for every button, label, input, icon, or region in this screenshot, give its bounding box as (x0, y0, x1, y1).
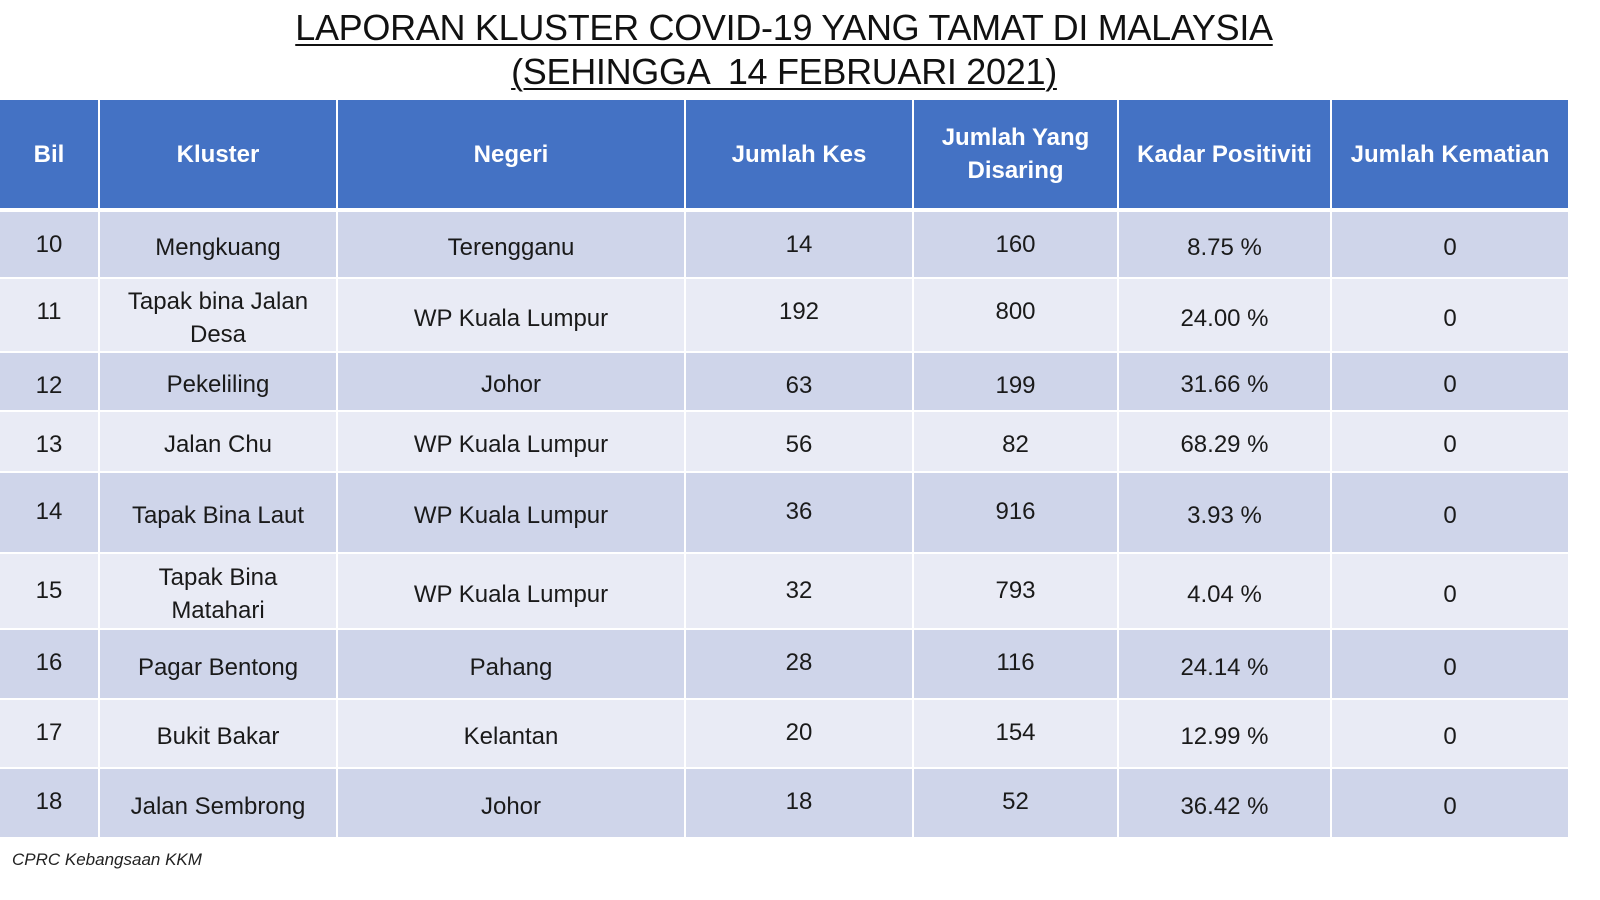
header-jumlah-kematian: Jumlah Kematian (1331, 100, 1568, 212)
cell-bil: 15 (0, 553, 100, 630)
cell-kadar-positiviti: 24.14 % (1118, 629, 1332, 700)
cell-kadar-positiviti: 8.75 % (1118, 210, 1332, 279)
header-jumlah-disaring-line-2: Disaring (967, 157, 1064, 184)
cell-bil: 12 (0, 352, 100, 412)
cell-jumlah-disaring: 82 (913, 411, 1119, 473)
cell-kluster: Pagar Bentong (99, 629, 338, 700)
cell-jumlah-disaring: 793 (913, 553, 1119, 630)
cell-negeri: Johor (337, 352, 686, 412)
report-title-line-2: (SEHINGGA 14 FEBRUARI 2021) (511, 51, 1057, 92)
header-jumlah-kes: Jumlah Kes (685, 100, 914, 212)
header-jumlah-disaring-line-1: Jumlah Yang (941, 124, 1090, 151)
cell-kadar-positiviti: 24.00 % (1118, 278, 1332, 353)
table-row: 18 Jalan Sembrong Johor 18 52 36.42 % 0 (0, 768, 1568, 839)
cell-kadar-positiviti: 12.99 % (1118, 699, 1332, 769)
cell-jumlah-kes: 63 (685, 352, 914, 412)
cell-kadar-positiviti: 4.04 % (1118, 553, 1332, 630)
cell-bil: 18 (0, 768, 100, 839)
cell-jumlah-kes: 14 (685, 210, 914, 279)
cell-jumlah-kematian: 0 (1331, 768, 1568, 839)
cell-jumlah-kes: 192 (685, 278, 914, 353)
header-bil: Bil (0, 100, 100, 212)
cell-kluster: Tapak Bina Laut (99, 472, 338, 554)
cell-kluster: Jalan Chu (99, 411, 338, 473)
cell-jumlah-disaring: 916 (913, 472, 1119, 554)
source-footer: CPRC Kebangsaan KKM (12, 850, 202, 869)
cell-bil: 17 (0, 699, 100, 769)
cell-kluster: Jalan Sembrong (99, 768, 338, 839)
cell-jumlah-kematian: 0 (1331, 210, 1568, 279)
cell-jumlah-kes: 20 (685, 699, 914, 769)
cell-jumlah-disaring: 199 (913, 352, 1119, 412)
cell-jumlah-disaring: 116 (913, 629, 1119, 700)
cell-kluster: Pekeliling (99, 352, 338, 412)
cell-kluster: Mengkuang (99, 210, 338, 279)
cell-jumlah-kes: 32 (685, 553, 914, 630)
header-negeri: Negeri (337, 100, 686, 212)
header-kadar-positiviti: Kadar Positiviti (1118, 100, 1332, 212)
cell-kadar-positiviti: 31.66 % (1118, 352, 1332, 412)
table-row: 12 Pekeliling Johor 63 199 31.66 % 0 (0, 352, 1568, 412)
cell-kluster: Bukit Bakar (99, 699, 338, 769)
cell-bil: 16 (0, 629, 100, 700)
cell-kluster: Tapak Bina Matahari (99, 553, 338, 630)
report-title: LAPORAN KLUSTER COVID-19 YANG TAMAT DI M… (0, 6, 1568, 94)
table-row: 17 Bukit Bakar Kelantan 20 154 12.99 % 0 (0, 699, 1568, 769)
cell-bil: 11 (0, 278, 100, 353)
cell-negeri: Kelantan (337, 699, 686, 769)
cell-negeri: Johor (337, 768, 686, 839)
cell-jumlah-disaring: 160 (913, 210, 1119, 279)
cell-negeri: WP Kuala Lumpur (337, 553, 686, 630)
cell-jumlah-kematian: 0 (1331, 278, 1568, 353)
cell-jumlah-kematian: 0 (1331, 553, 1568, 630)
cell-kadar-positiviti: 3.93 % (1118, 472, 1332, 554)
header-kluster: Kluster (99, 100, 338, 212)
cell-jumlah-kematian: 0 (1331, 352, 1568, 412)
cell-bil: 10 (0, 210, 100, 279)
cell-negeri: Terengganu (337, 210, 686, 279)
cell-kluster: Tapak bina Jalan Desa (99, 278, 338, 353)
table-header-row: Bil Kluster Negeri Jumlah Kes Jumlah Yan… (0, 100, 1568, 212)
cell-jumlah-disaring: 800 (913, 278, 1119, 353)
cell-negeri: Pahang (337, 629, 686, 700)
table-row: 13 Jalan Chu WP Kuala Lumpur 56 82 68.29… (0, 411, 1568, 473)
cell-jumlah-kematian: 0 (1331, 411, 1568, 473)
cluster-table: Bil Kluster Negeri Jumlah Kes Jumlah Yan… (0, 100, 1568, 839)
cell-bil: 13 (0, 411, 100, 473)
header-jumlah-disaring: Jumlah Yang Disaring (913, 100, 1119, 212)
cell-jumlah-disaring: 154 (913, 699, 1119, 769)
cell-negeri: WP Kuala Lumpur (337, 472, 686, 554)
table-row: 14 Tapak Bina Laut WP Kuala Lumpur 36 91… (0, 472, 1568, 554)
table-row: 15 Tapak Bina Matahari WP Kuala Lumpur 3… (0, 553, 1568, 630)
table-row: 11 Tapak bina Jalan Desa WP Kuala Lumpur… (0, 278, 1568, 353)
cell-jumlah-kes: 28 (685, 629, 914, 700)
cell-jumlah-kematian: 0 (1331, 629, 1568, 700)
table-row: 16 Pagar Bentong Pahang 28 116 24.14 % 0 (0, 629, 1568, 700)
cell-bil: 14 (0, 472, 100, 554)
cell-negeri: WP Kuala Lumpur (337, 411, 686, 473)
cell-jumlah-kes: 56 (685, 411, 914, 473)
cell-kadar-positiviti: 36.42 % (1118, 768, 1332, 839)
cell-jumlah-disaring: 52 (913, 768, 1119, 839)
cell-negeri: WP Kuala Lumpur (337, 278, 686, 353)
cell-jumlah-kes: 36 (685, 472, 914, 554)
cell-kadar-positiviti: 68.29 % (1118, 411, 1332, 473)
table-row: 10 Mengkuang Terengganu 14 160 8.75 % 0 (0, 210, 1568, 279)
cell-jumlah-kematian: 0 (1331, 472, 1568, 554)
report-title-line-1: LAPORAN KLUSTER COVID-19 YANG TAMAT DI M… (295, 7, 1273, 48)
cell-jumlah-kematian: 0 (1331, 699, 1568, 769)
cell-jumlah-kes: 18 (685, 768, 914, 839)
